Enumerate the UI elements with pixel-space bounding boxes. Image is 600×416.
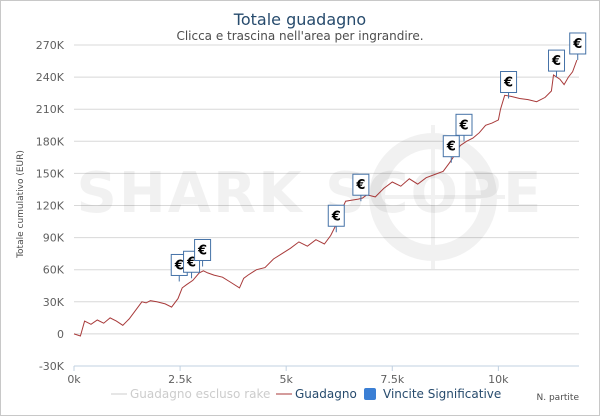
significant-win-marker[interactable]: € (548, 49, 566, 78)
y-tick-label: 60K (43, 264, 65, 277)
y-axis-ticks: -30K 0 30K 60K 90K 120K 150K 180K 210K 240K 270K (36, 39, 65, 373)
significant-win-marker[interactable]: € (455, 113, 473, 142)
euro-icon: € (446, 140, 456, 155)
significant-win-marker[interactable]: € (327, 204, 345, 233)
x-tick-label: 10k (488, 373, 509, 386)
y-tick-label: 120K (36, 200, 65, 213)
x-tick-label: 7.5k (380, 373, 404, 386)
y-tick-label: 90K (43, 232, 65, 245)
watermark-text: SHARK SCOPE (77, 161, 544, 226)
y-tick-label: 180K (36, 135, 65, 148)
y-tick-label: 150K (36, 167, 65, 180)
series-guadagno-line (73, 59, 578, 337)
watermark-crosshair (361, 125, 505, 269)
euro-icon: € (186, 255, 196, 270)
chart-subtitle: Clicca e trascina nell'area per ingrandi… (176, 29, 423, 43)
y-tick-label: 270K (36, 39, 65, 52)
chart-title: Totale guadagno (233, 10, 366, 29)
euro-icon: € (331, 209, 341, 224)
x-tick-label: 5k (279, 373, 293, 386)
euro-icon: € (355, 178, 365, 193)
x-tick-label: 0k (67, 373, 81, 386)
x-tick-label: 2.5k (168, 373, 192, 386)
x-axis-title: N. partite (537, 393, 580, 403)
significant-wins-markers: € €€€€€€€€€ (170, 32, 587, 282)
legend-item-guadagno-escluso-rake[interactable]: Guadagno escluso rake (111, 387, 270, 401)
y-tick-label: 30K (43, 296, 65, 309)
euro-icon: € (458, 118, 468, 133)
significant-win-marker[interactable]: € (194, 238, 212, 267)
y-axis-title: Totale cumulativo (EUR) (16, 150, 26, 259)
significant-win-marker[interactable]: € (500, 71, 518, 99)
legend-label: Vincite Significative (383, 387, 501, 401)
x-axis-ticks: 0k 2.5k 5k 7.5k 10k (67, 366, 509, 386)
legend-item-guadagno[interactable]: Guadagno (276, 387, 357, 401)
significant-win-marker[interactable]: € (352, 173, 370, 202)
legend-label: Guadagno (295, 387, 357, 401)
significant-win-marker[interactable]: € (442, 135, 460, 163)
euro-icon: € (572, 37, 582, 52)
euro-icon: € (503, 76, 513, 91)
legend: Guadagno escluso rake Guadagno Vincite S… (111, 387, 501, 401)
euro-icon: € (174, 258, 184, 273)
y-tick-label: -30K (39, 360, 65, 373)
euro-icon: € (197, 243, 207, 258)
significant-win-marker[interactable]: € (569, 32, 587, 60)
y-tick-label: 0 (57, 328, 64, 341)
y-tick-label: 240K (36, 71, 65, 84)
euro-icon: € (551, 54, 561, 69)
legend-label: Guadagno escluso rake (130, 387, 270, 401)
y-tick-label: 210K (36, 103, 65, 116)
legend-item-vincite-significative[interactable]: Vincite Significative (364, 387, 501, 401)
